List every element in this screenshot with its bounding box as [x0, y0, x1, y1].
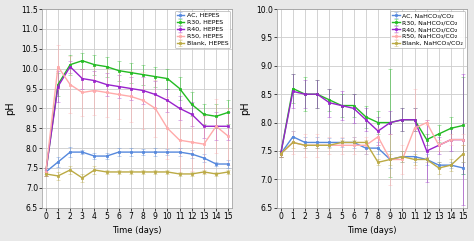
X-axis label: Time (days): Time (days): [112, 227, 162, 235]
Y-axis label: pH: pH: [6, 101, 16, 115]
X-axis label: Time (days): Time (days): [347, 227, 397, 235]
Legend: AC, NaHCO₃/CO₂, R30, NaHCO₃/CO₂, R40, NaHCO₃/CO₂, R50, NaHCO₃/CO₂, Blank, NaHCO₃: AC, NaHCO₃/CO₂, R30, NaHCO₃/CO₂, R40, Na…: [391, 11, 465, 48]
Y-axis label: pH: pH: [240, 101, 250, 115]
Legend: AC, HEPES, R30, HEPES, R40, HEPES, R50, HEPES, Blank, HEPES: AC, HEPES, R30, HEPES, R40, HEPES, R50, …: [175, 11, 230, 48]
